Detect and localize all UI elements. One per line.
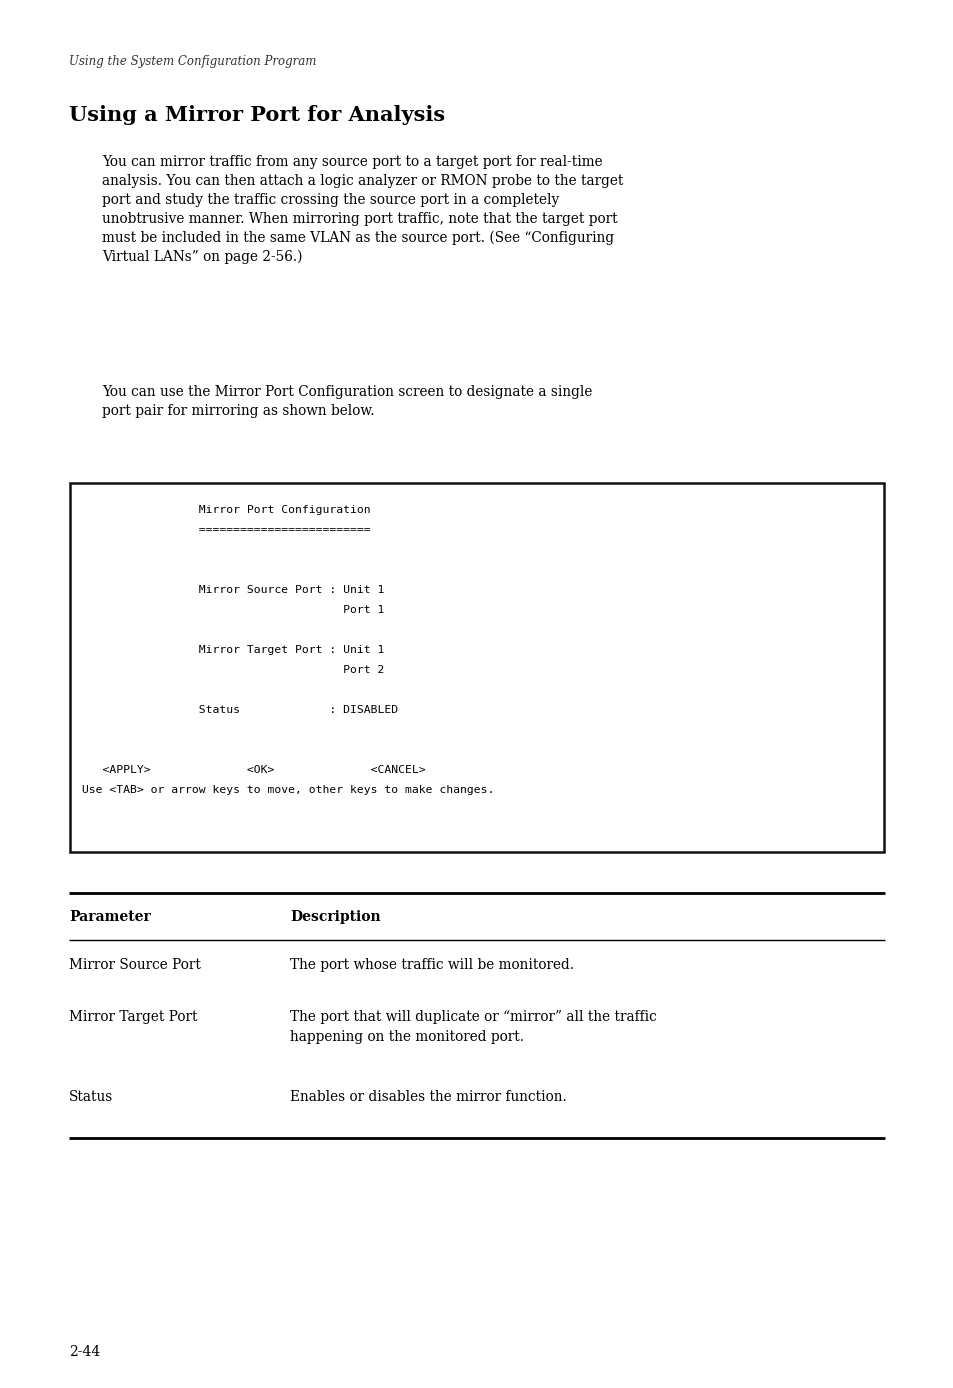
Text: Enables or disables the mirror function.: Enables or disables the mirror function.: [290, 1090, 566, 1103]
Text: The port that will duplicate or “mirror” all the traffic
happening on the monito: The port that will duplicate or “mirror”…: [290, 1010, 656, 1044]
Text: Mirror Port Configuration: Mirror Port Configuration: [75, 505, 370, 515]
Bar: [70, 483, 883, 852]
Text: Port 2: Port 2: [75, 665, 384, 675]
Text: You can use the Mirror Port Configuration screen to designate a single: You can use the Mirror Port Configuratio…: [102, 384, 592, 398]
Text: <APPLY>              <OK>              <CANCEL>: <APPLY> <OK> <CANCEL>: [75, 765, 425, 775]
Text: Mirror Source Port : Unit 1: Mirror Source Port : Unit 1: [75, 584, 384, 595]
Text: You can mirror traffic from any source port to a target port for real-time: You can mirror traffic from any source p…: [102, 155, 602, 169]
Text: Status             : DISABLED: Status : DISABLED: [75, 705, 397, 715]
Text: Status: Status: [69, 1090, 113, 1103]
Text: Using the System Configuration Program: Using the System Configuration Program: [69, 56, 316, 68]
Text: Port 1: Port 1: [75, 605, 384, 615]
Text: The port whose traffic will be monitored.: The port whose traffic will be monitored…: [290, 958, 574, 972]
Text: must be included in the same VLAN as the source port. (See “Configuring: must be included in the same VLAN as the…: [102, 230, 614, 246]
Text: Mirror Source Port: Mirror Source Port: [69, 958, 201, 972]
Text: Virtual LANs” on page 2-56.): Virtual LANs” on page 2-56.): [102, 250, 302, 264]
Text: Use <TAB> or arrow keys to move, other keys to make changes.: Use <TAB> or arrow keys to move, other k…: [75, 786, 494, 795]
Text: Parameter: Parameter: [69, 911, 151, 924]
Text: unobtrusive manner. When mirroring port traffic, note that the target port: unobtrusive manner. When mirroring port …: [102, 212, 617, 226]
Text: =========================: =========================: [75, 525, 370, 534]
Text: port and study the traffic crossing the source port in a completely: port and study the traffic crossing the …: [102, 193, 558, 207]
Text: Using a Mirror Port for Analysis: Using a Mirror Port for Analysis: [69, 105, 445, 125]
Text: 2-44: 2-44: [69, 1345, 100, 1359]
Text: analysis. You can then attach a logic analyzer or RMON probe to the target: analysis. You can then attach a logic an…: [102, 174, 622, 187]
Text: port pair for mirroring as shown below.: port pair for mirroring as shown below.: [102, 404, 375, 418]
Text: Description: Description: [290, 911, 380, 924]
Text: Mirror Target Port: Mirror Target Port: [69, 1010, 197, 1024]
Text: Mirror Target Port : Unit 1: Mirror Target Port : Unit 1: [75, 645, 384, 655]
